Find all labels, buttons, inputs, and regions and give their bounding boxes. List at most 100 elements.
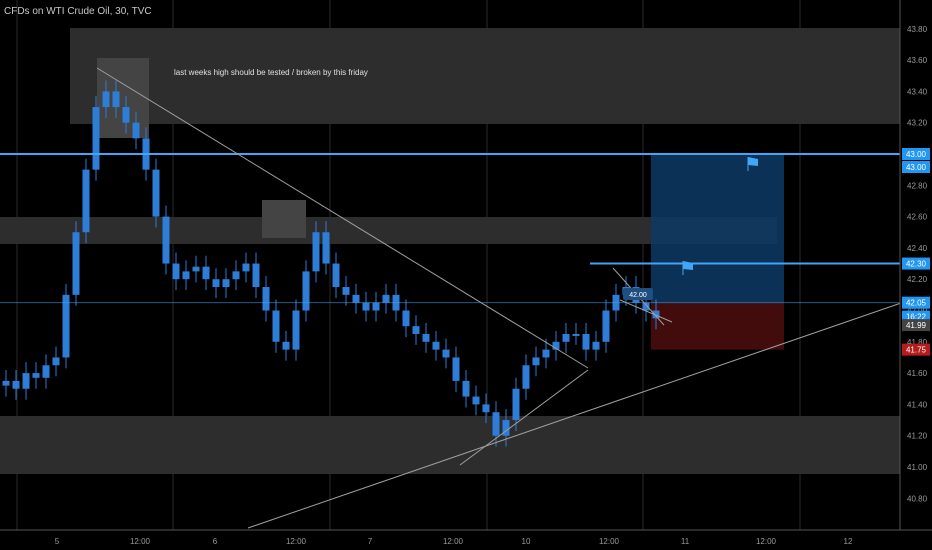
time-tick-label: 7 <box>368 537 373 546</box>
price-tick-label: 41.60 <box>907 369 928 378</box>
resistance-zone <box>70 28 900 124</box>
support-zone <box>0 416 900 474</box>
candle-body <box>532 357 540 366</box>
price-tag-bg <box>902 161 930 173</box>
candle-body <box>72 232 80 295</box>
candle-body <box>522 365 530 389</box>
candle-body <box>332 263 340 288</box>
target-flags <box>682 157 758 275</box>
price-axis[interactable]: 43.80 43.60 43.40 43.20 43.00 42.80 42.60 42.40… <box>899 0 932 550</box>
candle-body <box>152 169 160 217</box>
candle-body <box>502 420 510 436</box>
candle-body <box>252 263 260 288</box>
candle-body <box>382 294 390 303</box>
chart-annotation: last weeks high should be tested / broke… <box>174 68 368 77</box>
candle-body <box>92 107 100 170</box>
drawn-lines <box>0 67 905 529</box>
price-tag-bg <box>902 296 930 309</box>
candle-body <box>592 341 600 350</box>
price-tag-label: 42.30 <box>906 260 927 269</box>
candle-body <box>122 107 130 123</box>
trend-leg <box>459 369 589 466</box>
highlight-box <box>262 200 306 238</box>
price-tag-label: 16:22 <box>906 313 927 322</box>
candle-body <box>462 380 470 397</box>
candle-body <box>102 91 110 108</box>
time-tick-label: 12 <box>844 537 853 546</box>
price-tag-bg <box>902 257 930 270</box>
candle-body <box>2 380 10 386</box>
candle-body <box>342 287 350 295</box>
price-tick-label: 42.20 <box>907 275 928 284</box>
price-tag-label: 41.99 <box>906 321 927 330</box>
candle-body <box>422 333 430 342</box>
candle-body <box>12 380 20 389</box>
time-tick-label: 12:00 <box>756 537 777 546</box>
candle-body <box>652 310 660 319</box>
candle-body <box>412 326 420 334</box>
price-tick-label: 42.80 <box>907 181 928 190</box>
price-tag-label: 42.05 <box>906 299 927 308</box>
price-tag-label: 43.00 <box>906 163 927 172</box>
candle-body <box>202 266 210 280</box>
candle-body <box>572 333 580 336</box>
candle-body <box>132 122 140 139</box>
price-tick-label: 41.00 <box>907 463 928 472</box>
candle-body <box>172 263 180 280</box>
time-tick-label: 10 <box>522 537 531 546</box>
time-tick-label: 12:00 <box>286 537 307 546</box>
price-tick-label: 43.60 <box>907 56 928 65</box>
candle-body <box>212 279 220 288</box>
support-resistance-zones <box>0 28 900 474</box>
long-position-tool[interactable] <box>651 154 784 350</box>
candle-body <box>482 404 490 413</box>
price-tick-label: 42.60 <box>907 213 928 222</box>
price-tick-label: 41.40 <box>907 400 928 409</box>
down-trendline <box>96 67 589 369</box>
price-tick-label: 41.20 <box>907 432 928 441</box>
wedge-lower <box>619 299 673 323</box>
price-tick-label: 40.80 <box>907 494 928 503</box>
candle-body <box>282 341 290 350</box>
time-tick-label: 6 <box>213 537 218 546</box>
candle-body <box>232 271 240 280</box>
candle-body <box>372 302 380 311</box>
candle-body <box>32 373 40 378</box>
time-tick-label: 11 <box>681 537 690 546</box>
candle-body <box>552 341 560 350</box>
price-axis-bg <box>900 0 932 550</box>
time-tick-label: 12:00 <box>130 537 151 546</box>
mid-zone <box>0 217 777 244</box>
candle-body <box>42 365 50 378</box>
candle-body <box>242 263 250 272</box>
price-tag-bg <box>902 319 930 332</box>
candle-body <box>562 333 570 342</box>
candle-body <box>352 294 360 303</box>
candle-body <box>112 91 120 108</box>
candle-body <box>62 294 70 358</box>
candle-body <box>542 349 550 358</box>
candle-body <box>292 310 300 350</box>
candle-body <box>452 357 460 381</box>
price-tag-label: 41.75 <box>906 346 927 355</box>
price-tick-label: 41.80 <box>907 338 928 347</box>
candle-body <box>472 396 480 405</box>
time-tick-label: 12:00 <box>599 537 620 546</box>
candle-body <box>22 373 30 389</box>
candle-body <box>402 310 410 327</box>
time-axis[interactable]: 5 12:00 6 12:00 7 12:00 10 12:00 11 12:00 12 <box>0 529 932 546</box>
candle-body <box>312 232 320 272</box>
price-chip-label: 42.00 <box>629 292 647 299</box>
candle-body <box>52 357 60 366</box>
up-trendline <box>247 301 905 529</box>
price-tick-label: 43.40 <box>907 87 928 96</box>
candle-body <box>492 412 500 436</box>
candle-body <box>302 271 310 311</box>
price-tick-label: 42.40 <box>907 244 928 253</box>
price-tag-label: 43.00 <box>906 150 927 159</box>
flag-icon <box>748 157 758 166</box>
candle-body <box>222 279 230 288</box>
price-tag-bg <box>902 343 930 356</box>
